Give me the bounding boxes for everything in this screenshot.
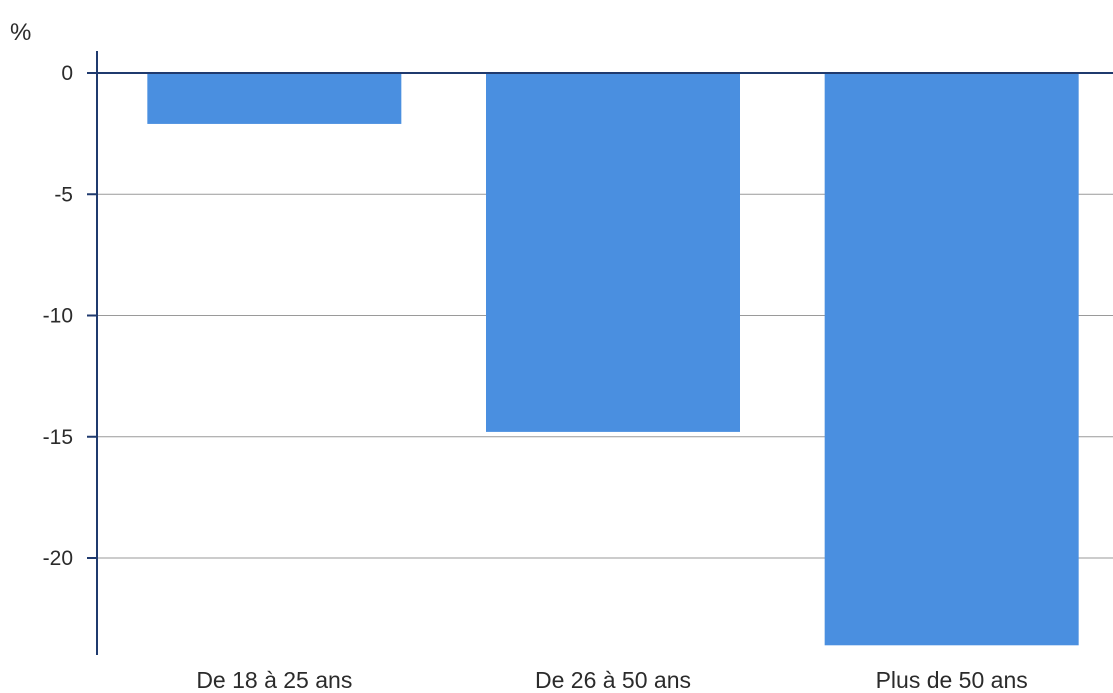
x-category-labels: De 18 à 25 ans De 26 à 50 ans Plus de 50 a… [196,667,1027,693]
y-unit-label: % [10,19,31,46]
y-tick-label: -15 [43,426,73,449]
y-tick-label: 0 [61,62,73,85]
bar-2 [486,73,740,432]
x-category-label: De 18 à 25 ans [196,667,352,693]
bars [147,73,1079,646]
y-tick-labels: 0 -5 -10 -15 -20 [43,62,97,570]
bar-1 [147,73,402,124]
x-category-label: De 26 à 50 ans [535,667,691,693]
y-tick-label: -10 [43,305,73,328]
x-category-label: Plus de 50 ans [876,667,1028,693]
y-tick-label: -20 [43,547,73,570]
bar-3 [824,73,1079,646]
y-tick-label: -5 [54,183,73,206]
